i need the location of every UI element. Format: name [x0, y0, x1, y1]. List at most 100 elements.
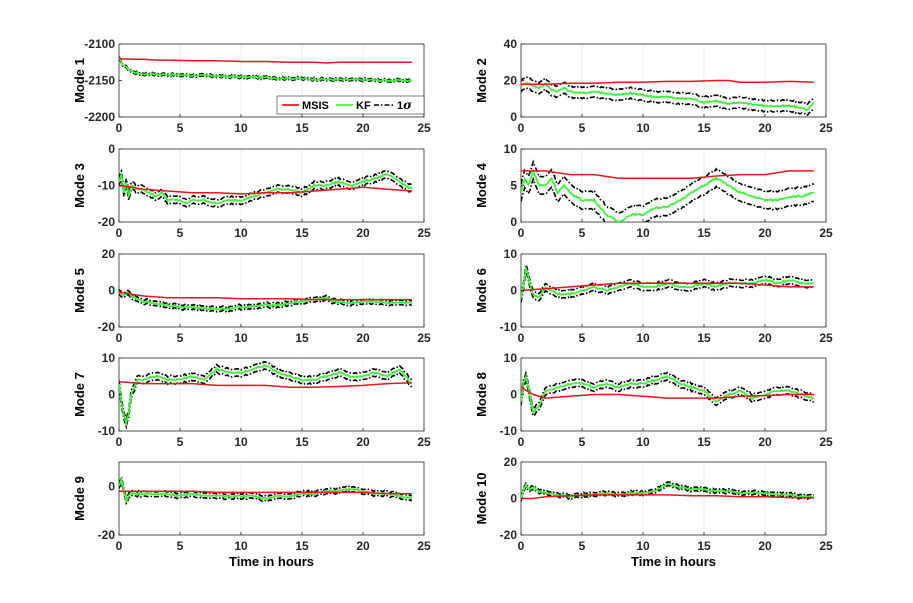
y-tick-label: 0 — [108, 284, 115, 298]
series-msis — [119, 184, 412, 195]
y-axis-label: Mode 7 — [72, 372, 87, 417]
axes-box — [520, 253, 827, 328]
y-tick-label: 20 — [504, 455, 518, 469]
series-1sigma-upper — [521, 76, 815, 106]
y-tick-label: -2200 — [84, 110, 115, 124]
x-tick-label: 15 — [295, 539, 309, 553]
y-axis-label: Mode 3 — [72, 163, 87, 208]
legend: MSIS KF 1σ — [276, 95, 425, 115]
x-tick-label: 0 — [116, 226, 123, 240]
x-tick-label: 25 — [417, 331, 431, 345]
series-kf — [521, 81, 815, 112]
series-1sigma-lower — [119, 478, 413, 506]
x-tick-label: 5 — [579, 121, 586, 135]
data-layer — [521, 261, 814, 303]
x-tick-label: 15 — [295, 121, 309, 135]
x-tick-label: 25 — [819, 121, 833, 135]
series-msis — [521, 170, 814, 179]
x-tick-label: 20 — [356, 539, 370, 553]
series-kf — [521, 482, 815, 500]
x-tick-label: 25 — [819, 539, 833, 553]
data-layer — [521, 159, 814, 222]
data-layer — [521, 76, 815, 117]
y-tick-label: 0 — [108, 479, 115, 493]
series-msis — [521, 282, 814, 292]
series-kf — [119, 291, 413, 311]
y-axis-label: Mode 9 — [72, 476, 87, 521]
x-tick-label: 15 — [697, 331, 711, 345]
x-tick-label: 0 — [518, 539, 525, 553]
data-layer — [119, 56, 413, 84]
x-tick-label: 20 — [758, 121, 772, 135]
y-axis-label: Mode 1 — [72, 58, 87, 103]
series-1sigma-lower — [119, 368, 413, 430]
y-tick-label: -10 — [500, 424, 518, 438]
x-tick-label: 10 — [234, 539, 248, 553]
series-1sigma-lower — [521, 484, 815, 502]
y-axis-label: Mode 5 — [72, 268, 87, 313]
x-tick-label: 5 — [579, 226, 586, 240]
x-tick-label: 0 — [518, 226, 525, 240]
x-tick-label: 0 — [518, 121, 525, 135]
y-tick-label: -20 — [98, 528, 116, 542]
x-tick-label: 5 — [177, 226, 184, 240]
panel-mode-3: 0 5 10 15 20 25 -20 -10 0 Mode 3 — [72, 142, 431, 240]
x-tick-label: 25 — [417, 121, 431, 135]
data-layer — [119, 168, 413, 208]
x-axis-label: Time in hours — [631, 554, 716, 569]
data-layer — [521, 481, 815, 502]
y-tick-label: 10 — [504, 351, 518, 365]
x-tick-label: 25 — [819, 435, 833, 449]
y-tick-label: 0 — [510, 110, 517, 124]
data-layer — [521, 370, 814, 418]
series-kf — [521, 265, 814, 299]
legend-label-kf: KF — [356, 100, 371, 112]
x-tick-label: 15 — [295, 226, 309, 240]
legend-label-sigma-symbol: σ — [403, 98, 412, 112]
x-tick-label: 0 — [518, 435, 525, 449]
x-tick-label: 0 — [116, 331, 123, 345]
y-tick-label: 0 — [510, 284, 517, 298]
legend-label-msis: MSIS — [302, 100, 329, 112]
axes-box — [520, 148, 827, 223]
y-axis-label: Mode 8 — [474, 372, 489, 417]
panel-mode-2: 0 5 10 15 20 25 0 20 40 Mode 2 — [474, 37, 833, 135]
series-kf — [119, 57, 413, 83]
x-tick-label: 15 — [697, 539, 711, 553]
y-tick-label: -10 — [500, 320, 518, 334]
y-axis-label: Mode 4 — [474, 162, 489, 208]
axes-box — [118, 461, 425, 536]
series-1sigma-lower — [521, 87, 815, 117]
x-axis-label: Time in hours — [229, 554, 314, 569]
series-msis — [521, 386, 814, 399]
axes-box — [520, 461, 827, 536]
y-tick-label: 0 — [510, 388, 517, 402]
x-tick-label: 5 — [579, 331, 586, 345]
x-tick-label: 10 — [234, 121, 248, 135]
x-tick-label: 0 — [116, 121, 123, 135]
y-tick-label: -20 — [98, 215, 116, 229]
x-tick-label: 0 — [116, 435, 123, 449]
x-tick-label: 5 — [177, 539, 184, 553]
y-tick-label: 5 — [510, 179, 517, 193]
y-tick-label: 10 — [102, 351, 116, 365]
x-tick-label: 10 — [234, 435, 248, 449]
x-tick-label: 10 — [636, 331, 650, 345]
y-axis-label: Mode 2 — [474, 58, 489, 103]
data-layer — [119, 360, 413, 430]
series-1sigma-upper — [119, 56, 413, 82]
panel-mode-4: 0 5 10 15 20 25 0 5 10 Mode 4 — [474, 142, 833, 240]
series-1sigma-upper — [521, 261, 814, 296]
series-msis — [119, 490, 412, 495]
y-tick-label: 40 — [504, 37, 518, 51]
x-tick-label: 15 — [697, 435, 711, 449]
y-tick-label: 20 — [102, 247, 116, 261]
series-1sigma-upper — [521, 370, 814, 410]
